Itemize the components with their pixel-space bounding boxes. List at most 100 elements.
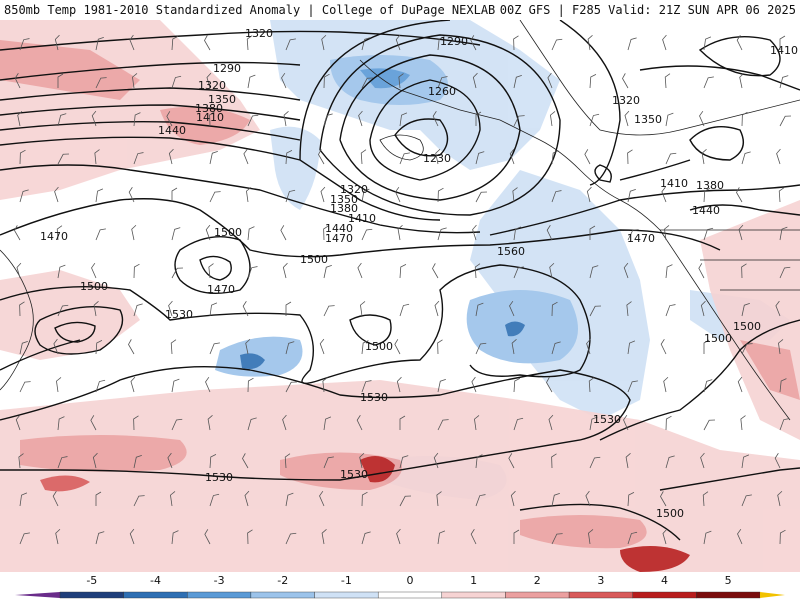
contour-label: 1530 [593, 413, 621, 426]
wind-barb [625, 453, 631, 469]
wind-barb [627, 492, 635, 507]
wind-barb [171, 227, 181, 241]
wind-barb [779, 35, 786, 50]
wind-barb [285, 341, 295, 355]
wind-barb [129, 528, 135, 545]
wind-barb [741, 111, 748, 127]
wind-barb [551, 190, 562, 203]
wind-barb [736, 35, 743, 51]
wind-barb [206, 72, 212, 89]
wind-barb [209, 493, 220, 507]
wind-barb [665, 152, 677, 165]
wind-barb [247, 74, 256, 89]
contour-label: 1530 [165, 308, 193, 321]
wind-barb [513, 529, 520, 544]
wind-barb [475, 342, 487, 355]
wind-barb [437, 36, 445, 51]
wind-barb [435, 148, 441, 165]
contour-label: 1530 [340, 468, 368, 481]
contour-label: 1500 [704, 332, 732, 345]
wind-barb [318, 149, 325, 165]
wind-barb [323, 416, 332, 431]
wind-barb [361, 340, 369, 355]
wind-barb [359, 452, 365, 469]
wind-barb [741, 494, 752, 507]
contour-label: 1380 [330, 202, 358, 215]
wind-barb [472, 72, 478, 89]
wind-barb [513, 266, 524, 279]
wind-barb [56, 225, 63, 241]
wind-barb [551, 533, 563, 545]
wind-barb [360, 301, 366, 317]
wind-barb [166, 111, 173, 127]
wind-barb [699, 110, 705, 127]
wind-barb [171, 187, 178, 202]
wind-barb [170, 491, 176, 507]
wind-barb [660, 339, 667, 355]
wind-barb [16, 262, 22, 279]
wind-barb [665, 415, 672, 431]
wind-barb [623, 414, 629, 431]
wind-barb [399, 152, 410, 165]
wind-barb [551, 453, 557, 469]
wind-barb [549, 262, 555, 279]
wind-barb [700, 452, 705, 469]
legend-swatch [59, 591, 124, 599]
wind-barb [662, 528, 668, 545]
wind-barb [170, 339, 177, 355]
contour-label: 1470 [207, 283, 235, 296]
legend-high-end [760, 592, 785, 598]
wind-barb [779, 75, 789, 89]
wind-barb [207, 415, 213, 431]
wind-barb [168, 300, 173, 317]
wind-barb [626, 301, 632, 317]
contour-label: 1260 [428, 85, 456, 98]
wind-barb [133, 152, 144, 165]
wind-barb [627, 380, 638, 393]
wind-barb [133, 303, 143, 317]
wind-barb [319, 490, 325, 507]
wind-barb [361, 491, 368, 507]
contour-labels: 1320 1290 1320 1350 1380 1410 1440 1260 … [40, 27, 798, 520]
wind-barb [471, 376, 477, 393]
wind-barb [472, 224, 477, 241]
wind-barb [90, 415, 97, 431]
contour-label: 1530 [360, 391, 388, 404]
wind-barb [323, 73, 330, 89]
wind-barb [474, 415, 480, 431]
wind-barb [778, 339, 784, 355]
wind-barb [741, 151, 751, 165]
color-legend: -5 -4 -3 -2 -1 0 1 2 3 4 5 [0, 572, 800, 600]
contour-label: 1320 [340, 183, 368, 196]
wind-barb [357, 262, 363, 279]
wind-barb [508, 453, 515, 469]
wind-barb [54, 186, 59, 203]
wind-barb [432, 263, 439, 279]
wind-barb [703, 530, 712, 545]
wind-barb [551, 341, 561, 355]
wind-barb [133, 454, 142, 469]
wind-barb [437, 76, 448, 89]
contour-label: 1440 [692, 204, 720, 217]
contour-label: 1350 [634, 113, 662, 126]
wind-barb [513, 417, 524, 431]
contour-label: 1410 [770, 44, 798, 57]
wind-barb [323, 225, 329, 241]
wind-barb [280, 225, 287, 241]
wind-barb [589, 265, 599, 279]
contour-label: 1410 [348, 212, 376, 225]
contour-label: 1410 [660, 177, 688, 190]
wind-barb [19, 532, 30, 545]
legend-swatch [505, 591, 570, 599]
wind-barb [128, 339, 135, 355]
wind-barb [399, 495, 412, 507]
legend-swatch [696, 591, 761, 599]
wind-barb [95, 340, 103, 355]
wind-barb [664, 225, 670, 241]
wind-barb [779, 266, 791, 279]
wind-barb [395, 186, 401, 203]
wind-barb [361, 37, 371, 51]
wind-barb [171, 378, 180, 393]
wind-barb [129, 34, 135, 51]
wind-barb [396, 528, 401, 545]
